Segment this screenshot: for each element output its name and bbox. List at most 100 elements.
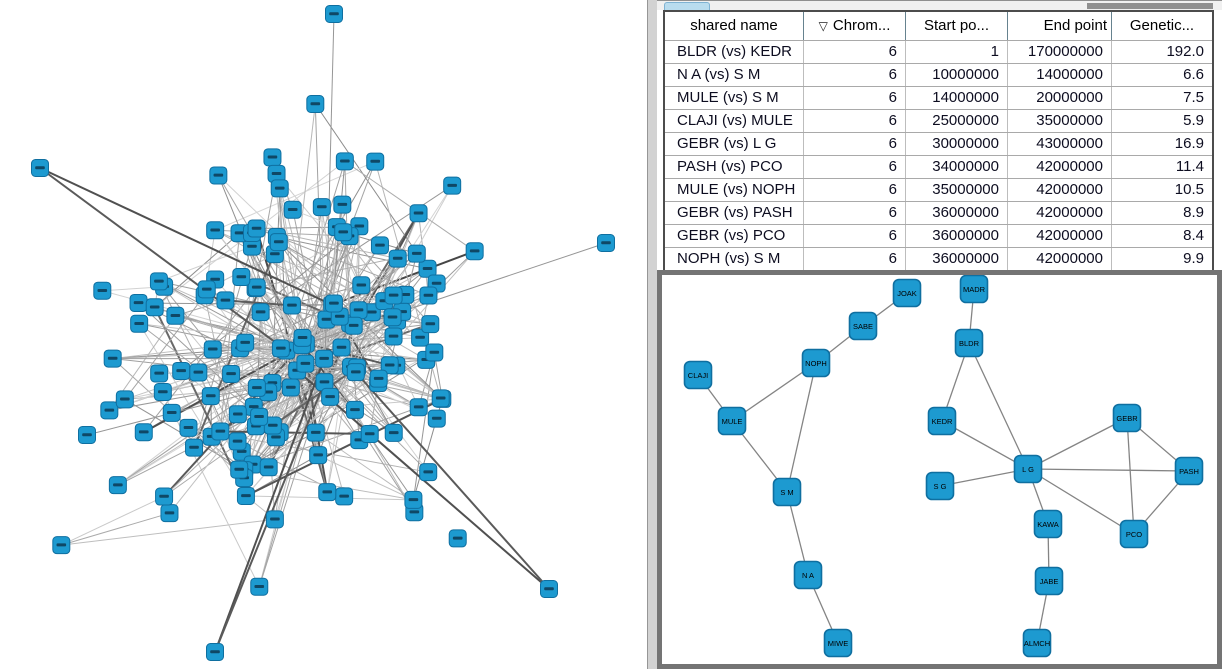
- network-node[interactable]: [162, 403, 181, 422]
- table-row[interactable]: GEBR (vs) L G 6 30000000 43000000 16.9: [665, 132, 1212, 155]
- network-node[interactable]: [78, 426, 96, 444]
- network-node-kawa[interactable]: KAWA: [1033, 509, 1063, 539]
- network-node[interactable]: [100, 401, 119, 420]
- network-node[interactable]: [334, 223, 353, 242]
- network-node-claji[interactable]: CLAJI: [683, 360, 713, 390]
- network-node[interactable]: [232, 268, 251, 287]
- network-node[interactable]: [130, 314, 149, 333]
- table-row[interactable]: NOPH (vs) S M 6 36000000 42000000 9.9: [665, 247, 1212, 270]
- network-node[interactable]: [189, 363, 208, 382]
- network-node[interactable]: [203, 340, 222, 359]
- network-node-pco[interactable]: PCO: [1119, 519, 1149, 549]
- network-node-l-g[interactable]: L G: [1013, 454, 1043, 484]
- network-node[interactable]: [250, 577, 269, 596]
- network-node[interactable]: [115, 390, 134, 409]
- table-row[interactable]: CLAJI (vs) MULE 6 25000000 35000000 5.9: [665, 109, 1212, 132]
- network-node[interactable]: [270, 179, 289, 198]
- network-node[interactable]: [282, 296, 301, 315]
- network-node[interactable]: [247, 378, 266, 397]
- network-node[interactable]: [236, 333, 255, 352]
- network-node[interactable]: [259, 458, 278, 477]
- network-node[interactable]: [149, 272, 168, 291]
- network-node[interactable]: [409, 398, 428, 417]
- network-node[interactable]: [150, 364, 169, 383]
- network-node-jabe[interactable]: JABE: [1034, 566, 1064, 596]
- column-header-genetic[interactable]: Genetic...: [1112, 12, 1212, 40]
- network-node[interactable]: [384, 286, 403, 305]
- network-node-joak[interactable]: JOAK: [892, 278, 922, 308]
- network-node[interactable]: [370, 236, 389, 255]
- network-node-s-m[interactable]: S M: [772, 477, 802, 507]
- table-panel-tab[interactable]: [664, 2, 710, 11]
- network-node[interactable]: [384, 423, 403, 442]
- network-node[interactable]: [296, 354, 315, 373]
- table-row[interactable]: GEBR (vs) PASH 6 36000000 42000000 8.9: [665, 201, 1212, 224]
- network-node[interactable]: [418, 259, 437, 278]
- network-node[interactable]: [597, 234, 615, 252]
- network-node[interactable]: [332, 338, 351, 357]
- network-node-s-g[interactable]: S G: [925, 471, 955, 501]
- column-header-end[interactable]: End point: [1008, 12, 1112, 40]
- network-node[interactable]: [407, 244, 426, 263]
- network-node[interactable]: [443, 176, 462, 195]
- network-node-gebr[interactable]: GEBR: [1112, 403, 1142, 433]
- network-node[interactable]: [427, 409, 446, 428]
- network-node[interactable]: [271, 339, 290, 358]
- network-node[interactable]: [211, 422, 230, 441]
- network-node[interactable]: [293, 328, 312, 347]
- network-node[interactable]: [31, 159, 49, 177]
- network-node[interactable]: [419, 286, 438, 305]
- network-node[interactable]: [283, 200, 302, 219]
- network-node[interactable]: [230, 460, 249, 479]
- network-node[interactable]: [222, 364, 241, 383]
- network-node[interactable]: [324, 294, 343, 313]
- network-node[interactable]: [247, 219, 266, 238]
- network-node[interactable]: [380, 356, 399, 375]
- network-node[interactable]: [263, 148, 282, 167]
- main-network-canvas[interactable]: [0, 0, 647, 669]
- network-node[interactable]: [335, 487, 354, 506]
- network-node[interactable]: [333, 195, 352, 214]
- network-node[interactable]: [419, 463, 438, 482]
- table-row[interactable]: GEBR (vs) PCO 6 36000000 42000000 8.4: [665, 224, 1212, 247]
- network-node[interactable]: [325, 5, 343, 23]
- network-node[interactable]: [265, 510, 284, 529]
- network-node[interactable]: [52, 536, 71, 555]
- network-node[interactable]: [383, 308, 402, 327]
- network-node-pash[interactable]: PASH: [1174, 456, 1204, 486]
- network-node-almch[interactable]: ALMCH: [1022, 628, 1052, 658]
- table-row[interactable]: MULE (vs) NOPH 6 35000000 42000000 10.5: [665, 178, 1212, 201]
- column-header-start[interactable]: Start po...: [906, 12, 1008, 40]
- network-node[interactable]: [421, 315, 440, 334]
- network-node[interactable]: [251, 303, 270, 322]
- table-row[interactable]: N A (vs) S M 6 10000000 14000000 6.6: [665, 63, 1212, 86]
- network-node[interactable]: [388, 249, 407, 268]
- network-node[interactable]: [345, 400, 364, 419]
- network-node[interactable]: [306, 423, 325, 442]
- column-header-shared_name[interactable]: shared name: [665, 12, 804, 40]
- overview-network-view[interactable]: JOAK SABE NOPH CLAJI MULE S M N A MIWE MADR BLDR K…: [657, 270, 1222, 669]
- network-node[interactable]: [318, 483, 337, 502]
- network-node[interactable]: [409, 204, 428, 223]
- network-node[interactable]: [108, 476, 127, 495]
- horizontal-scrollbar-thumb[interactable]: [1087, 3, 1213, 9]
- network-node[interactable]: [309, 446, 328, 465]
- overview-network-canvas[interactable]: JOAK SABE NOPH CLAJI MULE S M N A MIWE MADR BLDR K…: [662, 275, 1217, 664]
- network-node[interactable]: [411, 328, 430, 347]
- network-node[interactable]: [349, 301, 368, 320]
- network-node[interactable]: [145, 298, 164, 317]
- main-network-view[interactable]: [0, 0, 647, 669]
- filter-icon[interactable]: ▽: [818, 19, 828, 33]
- panel-splitter[interactable]: [647, 0, 657, 669]
- network-node[interactable]: [360, 425, 379, 444]
- network-node[interactable]: [269, 233, 288, 252]
- network-node[interactable]: [247, 278, 266, 297]
- table-row[interactable]: MULE (vs) S M 6 14000000 20000000 7.5: [665, 86, 1212, 109]
- column-header-chromosome[interactable]: ▽ Chrom...: [804, 12, 906, 40]
- network-node-miwe[interactable]: MIWE: [823, 628, 853, 658]
- table-row[interactable]: PASH (vs) PCO 6 34000000 42000000 11.4: [665, 155, 1212, 178]
- network-node[interactable]: [344, 316, 363, 335]
- network-node-madr[interactable]: MADR: [959, 275, 989, 304]
- network-node[interactable]: [201, 387, 220, 406]
- network-node[interactable]: [306, 94, 325, 113]
